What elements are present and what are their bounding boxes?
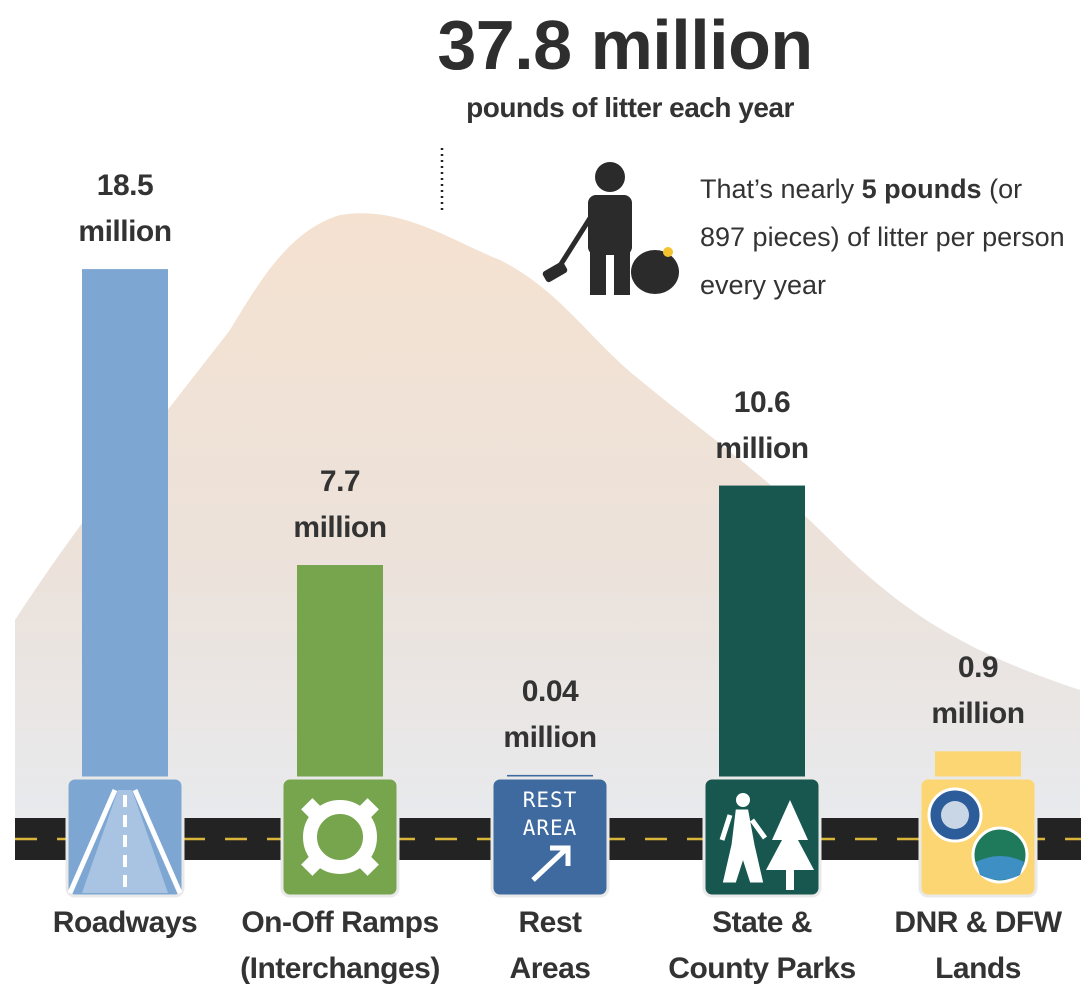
annotation-bold: 5 pounds <box>861 174 982 204</box>
litter-mountain <box>15 213 1080 820</box>
value-label: 10.6 million <box>715 385 809 465</box>
arrow <box>531 845 571 882</box>
category-label: On-Off Ramps (Interchanges) <box>240 906 440 985</box>
seal-dnr-inner <box>941 801 969 829</box>
sign <box>280 776 400 898</box>
ramp-arm <box>301 798 328 825</box>
chart-title: 37.8 million <box>437 6 813 84</box>
chart-subtitle: pounds of litter each year <box>466 92 794 123</box>
category-label: Roadways <box>52 906 198 939</box>
sign <box>490 776 610 898</box>
parks-icon <box>719 793 814 890</box>
rest-area-sign: REST AREA <box>522 788 578 840</box>
ramp-arm <box>352 849 379 876</box>
hiker <box>719 809 768 883</box>
ramp-arm <box>301 849 328 876</box>
ring <box>303 800 377 874</box>
value-label: 0.04 million <box>503 674 597 754</box>
person-icon <box>542 162 679 295</box>
bar <box>297 565 383 786</box>
value-label: 0.9 million <box>931 651 1025 731</box>
value-label: 18.5 million <box>78 169 172 249</box>
tree <box>766 800 814 890</box>
annotation: That’s nearly 5 pounds (or 897 pieces) o… <box>700 165 1070 309</box>
annotation-after: (or 897 pieces) of litter per person eve… <box>700 174 1065 300</box>
seal-dfw-water <box>976 856 1024 880</box>
bar <box>719 485 805 786</box>
category-label: Rest Areas <box>509 906 591 985</box>
category-label: DNR & DFW Lands <box>894 906 1062 985</box>
category-label: State & County Parks <box>668 906 856 985</box>
hiker-head <box>736 793 750 807</box>
annotation-before: That’s nearly <box>700 174 862 204</box>
dnr-icon <box>927 787 1029 884</box>
road-icon <box>67 788 183 895</box>
value-label: 7.7 million <box>293 465 387 545</box>
bar <box>82 269 168 787</box>
ramp-arm <box>352 798 379 825</box>
rest-icon <box>531 845 571 882</box>
ramp-icon <box>301 798 379 876</box>
road-lines <box>67 788 183 895</box>
